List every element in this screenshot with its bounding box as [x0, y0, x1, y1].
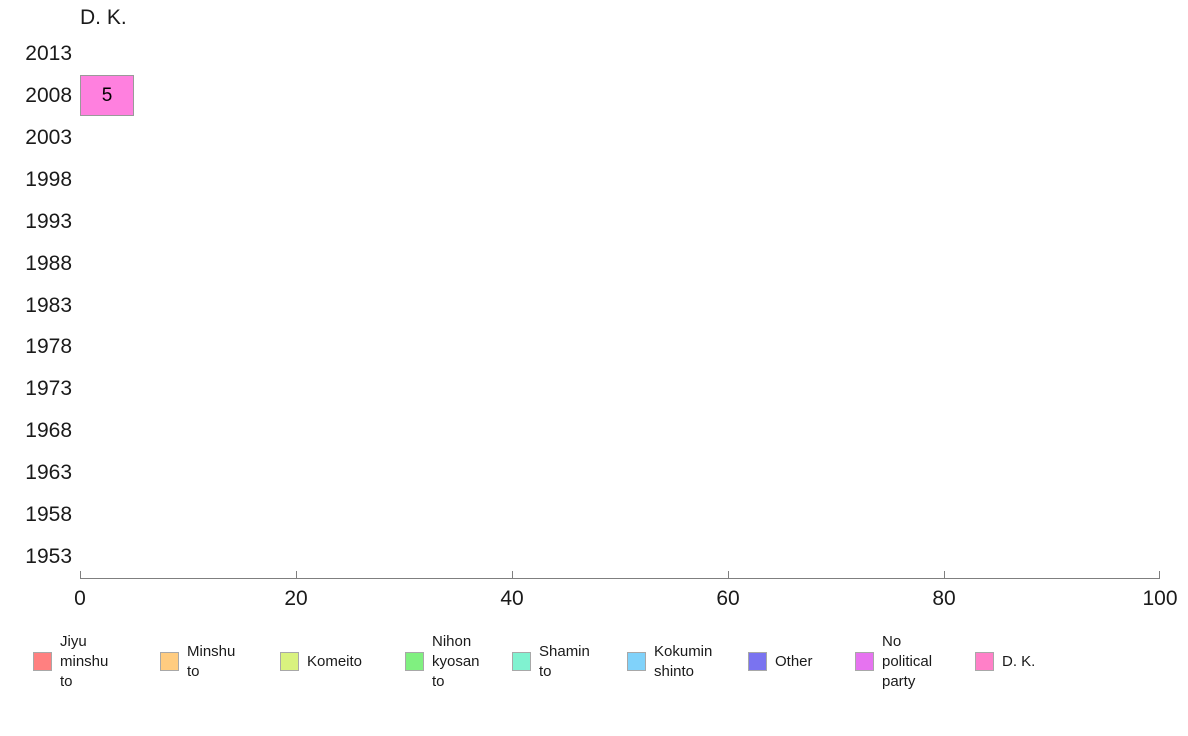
y-tick-label: 2003 — [25, 125, 72, 149]
legend-label: Nihon kyosan to — [432, 632, 522, 692]
legend-swatch — [405, 652, 424, 671]
legend-label-line: party — [882, 673, 916, 690]
legend-label-line: Jiyu — [60, 633, 87, 650]
bar-row: 5 — [80, 75, 1160, 117]
y-tick-label: 1973 — [25, 377, 72, 401]
legend-label-line: political — [882, 653, 933, 670]
panel-title: D. K. — [80, 6, 127, 29]
x-tick — [80, 571, 81, 578]
legend-label-line: to — [432, 673, 445, 690]
legend-label-line: Komeito — [307, 653, 363, 670]
legend-label: Jiyu minshu to — [60, 632, 150, 692]
legend-label: Shamin to — [539, 642, 629, 682]
y-tick-label: 1988 — [25, 251, 72, 275]
y-tick-label: 1998 — [25, 167, 72, 191]
y-tick-label: 1963 — [25, 461, 72, 485]
x-tick — [728, 571, 729, 578]
x-tick-label: 40 — [500, 587, 524, 610]
legend-swatch — [280, 652, 299, 671]
legend-label-line: to — [187, 663, 200, 680]
legend-swatch — [160, 652, 179, 671]
legend-swatch — [975, 652, 994, 671]
x-tick-label: 20 — [284, 587, 308, 610]
y-tick-label: 1993 — [25, 209, 72, 233]
legend-label-line: No — [882, 633, 902, 650]
legend-label: Minshu to — [187, 642, 277, 682]
chart-legend: Jiyu minshu to Minshu to Komeito Nihon kyosan to… — [0, 628, 1188, 708]
legend-label: Kokumin shinto — [654, 642, 744, 682]
y-tick-label: 1968 — [25, 419, 72, 443]
legend-label-line: Kokumin — [654, 643, 713, 660]
y-tick-label: 1953 — [25, 545, 72, 569]
legend-swatch — [512, 652, 531, 671]
legend-label-line: minshu — [60, 653, 109, 670]
x-axis-line — [80, 578, 1160, 579]
y-tick-label: 2013 — [25, 41, 72, 65]
y-axis: 2013 2008 2003 1998 1993 1988 1983 1978 1973 1968… — [0, 33, 72, 578]
x-tick-label: 100 — [1142, 587, 1178, 610]
x-axis: 0 20 40 60 80 100 — [74, 571, 1178, 624]
legend-label-line: D. K. — [1002, 653, 1036, 670]
legend-label-line: to — [60, 673, 73, 690]
x-tick — [296, 571, 297, 578]
legend-label-line: Shamin — [539, 643, 590, 660]
legend-label-line: to — [539, 663, 552, 680]
y-tick-label: 2008 — [25, 83, 72, 107]
y-tick-label: 1983 — [25, 293, 72, 317]
legend-label: Komeito — [307, 652, 397, 672]
legend-label-line: kyosan — [432, 653, 480, 670]
x-tick-label: 80 — [932, 587, 956, 610]
legend-label: D. K. — [1002, 652, 1092, 672]
legend-swatch — [748, 652, 767, 671]
x-tick-label: 0 — [74, 587, 86, 610]
legend-label-line: Nihon — [432, 633, 472, 650]
x-tick — [1159, 571, 1160, 578]
legend-label: Other — [775, 652, 865, 672]
x-tick — [944, 571, 945, 578]
x-tick-label: 60 — [716, 587, 740, 610]
legend-label: No political party — [882, 632, 972, 692]
legend-swatch — [33, 652, 52, 671]
bar[interactable]: 5 — [80, 75, 134, 117]
plot-area: 5 — [80, 33, 1160, 578]
x-tick — [512, 571, 513, 578]
legend-swatch — [627, 652, 646, 671]
bar-value-label: 5 — [101, 85, 113, 107]
legend-label-line: Other — [775, 653, 813, 670]
legend-swatch — [855, 652, 874, 671]
y-tick-label: 1958 — [25, 503, 72, 527]
legend-label-line: Minshu — [187, 643, 236, 660]
legend-label-line: shinto — [654, 663, 695, 680]
y-tick-label: 1978 — [25, 335, 72, 359]
